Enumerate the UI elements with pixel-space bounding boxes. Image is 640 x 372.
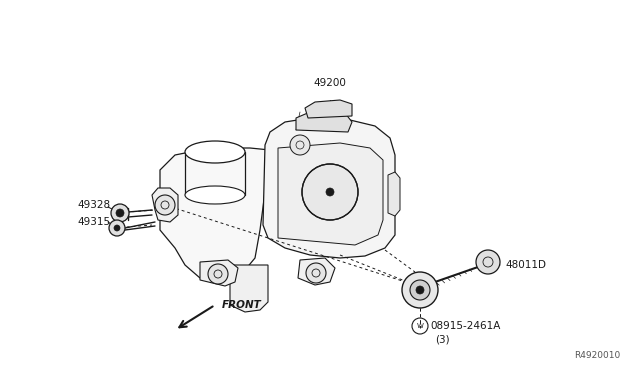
- Circle shape: [290, 135, 310, 155]
- Circle shape: [116, 209, 124, 217]
- Polygon shape: [230, 265, 268, 312]
- Text: 48011D: 48011D: [505, 260, 546, 270]
- Text: FRONT: FRONT: [222, 300, 262, 310]
- Polygon shape: [160, 148, 280, 280]
- Circle shape: [208, 264, 228, 284]
- Polygon shape: [200, 260, 238, 286]
- Text: W: W: [417, 323, 424, 329]
- Polygon shape: [298, 258, 335, 285]
- Circle shape: [109, 220, 125, 236]
- Circle shape: [155, 195, 175, 215]
- Polygon shape: [296, 110, 352, 132]
- Circle shape: [410, 280, 430, 300]
- Text: 49315: 49315: [77, 217, 110, 227]
- Polygon shape: [278, 143, 383, 245]
- Ellipse shape: [185, 186, 245, 204]
- Circle shape: [416, 286, 424, 294]
- Text: 08915-2461A: 08915-2461A: [430, 321, 500, 331]
- Ellipse shape: [185, 141, 245, 163]
- Text: R4920010: R4920010: [573, 351, 620, 360]
- Circle shape: [476, 250, 500, 274]
- Polygon shape: [388, 172, 400, 216]
- Circle shape: [114, 225, 120, 231]
- Circle shape: [326, 188, 334, 196]
- Polygon shape: [152, 188, 178, 222]
- Circle shape: [306, 263, 326, 283]
- Text: 49200: 49200: [314, 78, 346, 88]
- Polygon shape: [263, 118, 395, 258]
- Circle shape: [402, 272, 438, 308]
- Text: 49328: 49328: [77, 200, 110, 210]
- Circle shape: [111, 204, 129, 222]
- Circle shape: [302, 164, 358, 220]
- Polygon shape: [305, 100, 352, 118]
- Text: (3): (3): [435, 335, 450, 345]
